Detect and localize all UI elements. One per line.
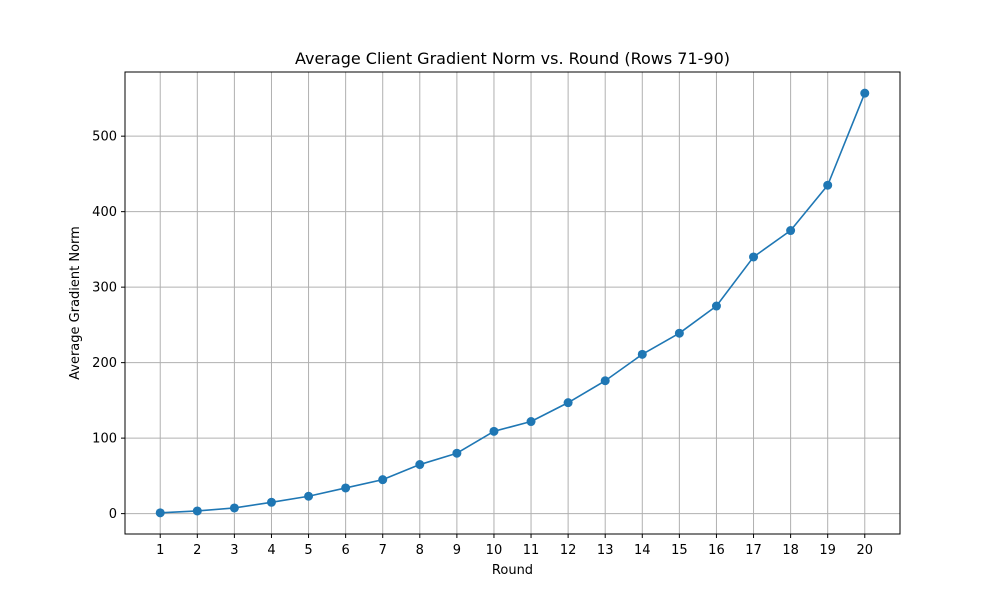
data-point xyxy=(526,417,536,427)
y-axis-label: Average Gradient Norm xyxy=(68,226,83,380)
x-tick-label: 5 xyxy=(304,543,312,558)
series-line xyxy=(160,92,866,514)
data-point xyxy=(823,180,833,190)
x-tick-label: 13 xyxy=(597,543,614,558)
x-tick-label: 17 xyxy=(745,543,762,558)
x-tick-label: 7 xyxy=(379,543,387,558)
x-tick-label: 16 xyxy=(708,543,725,558)
plot-frame xyxy=(124,71,901,535)
data-point xyxy=(489,426,499,436)
data-point xyxy=(860,88,870,98)
data-point xyxy=(341,483,351,493)
x-tick-label: 1 xyxy=(156,543,164,558)
y-tick-label: 400 xyxy=(92,205,117,220)
data-point xyxy=(452,448,462,458)
y-tick-label: 500 xyxy=(92,130,117,145)
x-tick-label: 4 xyxy=(267,543,275,558)
y-axis-ticks: 0 100 200 300 400 500 xyxy=(92,130,125,522)
data-point xyxy=(415,460,425,470)
x-tick-label: 15 xyxy=(671,543,688,558)
data-point xyxy=(229,503,239,513)
x-axis-ticks: 1 2 3 4 5 6 7 8 9 10 11 12 13 14 15 16 17 18 19 20 xyxy=(156,534,873,558)
x-tick-label: 10 xyxy=(486,543,503,558)
y-tick-label: 200 xyxy=(92,356,117,371)
y-tick-label: 100 xyxy=(92,432,117,447)
data-point xyxy=(563,398,573,408)
data-point xyxy=(749,252,759,262)
x-axis-label: Round xyxy=(492,563,533,578)
data-point xyxy=(378,475,388,485)
y-tick-label: 300 xyxy=(92,281,117,296)
data-point xyxy=(711,301,721,311)
x-tick-label: 19 xyxy=(819,543,836,558)
x-tick-label: 11 xyxy=(523,543,540,558)
chart-title: Average Client Gradient Norm vs. Round (… xyxy=(295,49,730,68)
data-point xyxy=(600,376,610,386)
data-point xyxy=(786,226,796,236)
data-point xyxy=(637,349,647,359)
grid-lines xyxy=(125,72,900,534)
data-point xyxy=(674,328,684,338)
x-tick-label: 2 xyxy=(193,543,201,558)
data-point xyxy=(192,506,202,516)
x-tick-label: 12 xyxy=(560,543,577,558)
x-tick-label: 20 xyxy=(856,543,873,558)
x-tick-label: 9 xyxy=(453,543,461,558)
series-layer xyxy=(155,88,870,518)
data-point xyxy=(155,508,165,518)
x-tick-label: 8 xyxy=(416,543,424,558)
data-point xyxy=(266,497,276,507)
x-tick-label: 3 xyxy=(230,543,238,558)
data-point xyxy=(304,491,314,501)
x-tick-label: 18 xyxy=(782,543,799,558)
x-tick-label: 6 xyxy=(341,543,349,558)
y-tick-label: 0 xyxy=(109,507,117,522)
x-tick-label: 14 xyxy=(634,543,651,558)
